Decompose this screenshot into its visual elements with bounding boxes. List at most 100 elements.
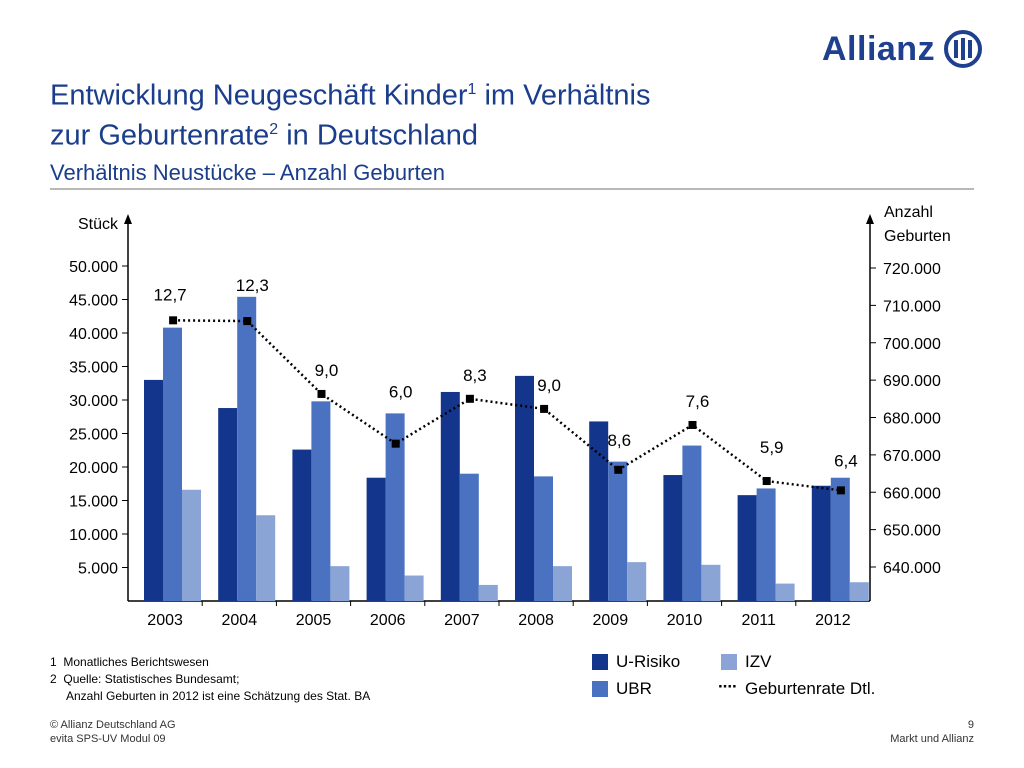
bar-u-risiko (292, 449, 312, 601)
title-text: Entwicklung Neugeschäft Kinder (50, 79, 468, 112)
birthrate-marker (169, 316, 178, 325)
footnote-ref: 1 (467, 81, 477, 98)
bar-ubr (608, 461, 628, 601)
birthrate-marker (465, 394, 474, 403)
y-left-tick-label: 25.000 (69, 427, 118, 444)
allianz-logo: Allianz (822, 28, 983, 70)
birthrate-marker (688, 420, 697, 429)
page-title: Entwicklung Neugeschäft Kinder1 im Verhä… (50, 73, 810, 152)
y-right-tick-label: 710.000 (883, 298, 941, 315)
footnote-ref: 2 (269, 120, 279, 138)
bar-u-risiko (366, 477, 386, 601)
ratio-data-label: 9,0 (537, 376, 561, 395)
y-right-tick-label: 690.000 (883, 373, 941, 390)
birthrate-marker (243, 317, 252, 326)
y-left-tick-label: 35.000 (69, 360, 118, 377)
x-tick-label: 2003 (147, 612, 183, 629)
bar-izv (478, 584, 498, 601)
legend-swatch-geburtenrate: ···· (718, 677, 738, 696)
title-text: zur Geburtenrate (50, 119, 270, 152)
right-axis-arrow (866, 214, 874, 224)
copyright-text: © Allianz Deutschland AG (50, 719, 176, 731)
birthrate-marker (762, 477, 771, 486)
bar-u-risiko (737, 495, 757, 601)
title-text: in Deutschland (278, 119, 479, 152)
divider (50, 188, 974, 190)
page-subtitle: Verhältnis Neustücke – Anzahl Geburten (50, 160, 446, 185)
legend-label-u-risiko: U-Risiko (616, 652, 681, 671)
bar-izv (330, 566, 350, 601)
y-left-label: Stück (78, 216, 119, 233)
x-tick-label: 2010 (667, 612, 703, 629)
y-left-tick-label: 20.000 (69, 460, 118, 477)
y-right-tick-label: 640.000 (883, 560, 941, 577)
y-right-label-line2: Geburten (884, 228, 951, 245)
bar-ubr (682, 445, 702, 601)
section-name: Markt und Allianz (890, 733, 974, 745)
birthrate-marker (836, 486, 845, 495)
left-axis-arrow (124, 214, 132, 224)
footer-left: © Allianz Deutschland AG evita SPS-UV Mo… (50, 718, 176, 746)
x-tick-label: 2011 (741, 612, 776, 629)
x-tick-label: 2008 (518, 612, 554, 629)
ratio-data-label: 8,3 (463, 366, 487, 385)
legend-swatch-u-risiko (592, 654, 608, 670)
x-tick-label: 2005 (296, 612, 332, 629)
y-left-tick-label: 50.000 (69, 259, 118, 276)
footnote-2-continued: Anzahl Geburten in 2012 ist eine Schätzu… (66, 689, 371, 703)
footer-right: 9 Markt und Allianz (890, 718, 974, 746)
brand-name: Allianz (822, 29, 936, 68)
bar-u-risiko (440, 391, 460, 601)
bar-izv (182, 489, 201, 601)
y-left-tick-label: 40.000 (69, 326, 118, 343)
y-right-tick-label: 670.000 (883, 448, 941, 465)
x-tick-label: 2004 (222, 612, 258, 629)
x-tick-label: 2007 (444, 612, 480, 629)
title-text: im Verhältnis (476, 79, 651, 112)
birthrate-marker (614, 465, 623, 474)
y-right-tick-label: 700.000 (883, 336, 941, 353)
bar-u-risiko (589, 421, 609, 601)
y-left-tick-label: 45.000 (69, 293, 118, 310)
ratio-data-label: 6,4 (834, 451, 858, 470)
x-tick-label: 2006 (370, 612, 406, 629)
legend-label-geburtenrate: Geburtenrate Dtl. (745, 679, 876, 698)
y-left-tick-label: 15.000 (69, 494, 118, 511)
y-left-tick-label: 5.000 (78, 561, 118, 578)
bar-ubr (756, 488, 776, 601)
bar-u-risiko (515, 375, 534, 601)
bar-u-risiko (144, 379, 163, 601)
bar-ubr (163, 327, 182, 601)
bar-ubr (459, 473, 479, 601)
ratio-data-label: 9,0 (315, 361, 339, 380)
bar-izv (256, 515, 276, 601)
ratio-data-label: 12,7 (154, 285, 187, 304)
x-tick-label: 2012 (815, 612, 851, 629)
bar-u-risiko (663, 475, 683, 601)
ratio-data-label: 6,0 (389, 383, 413, 402)
bar-izv (627, 562, 647, 601)
page-number: 9 (967, 719, 974, 731)
legend-label-ubr: UBR (616, 679, 652, 698)
bar-u-risiko (218, 408, 238, 601)
footnote-number: 2 (50, 672, 57, 686)
y-right-tick-label: 680.000 (883, 411, 941, 428)
y-left-tick-label: 30.000 (69, 393, 118, 410)
y-left-tick-label: 10.000 (69, 527, 118, 544)
x-tick-label: 2009 (593, 612, 629, 629)
legend-swatch-izv (721, 654, 737, 670)
birthrate-marker (317, 389, 326, 398)
y-right-tick-label: 720.000 (883, 261, 941, 278)
ratio-data-label: 5,9 (760, 438, 784, 457)
ratio-data-label: 8,6 (607, 431, 631, 450)
ratio-data-label: 7,6 (686, 392, 710, 411)
bar-u-risiko (811, 485, 831, 601)
birthrate-line (173, 319, 842, 492)
footnote-text: Quelle: Statistisches Bundesamt; (63, 672, 240, 686)
bar-izv (849, 582, 869, 601)
module-text: evita SPS-UV Modul 09 (50, 733, 166, 745)
bar-ubr (534, 476, 553, 601)
bar-ubr (830, 477, 850, 601)
bar-ubr (311, 401, 331, 601)
